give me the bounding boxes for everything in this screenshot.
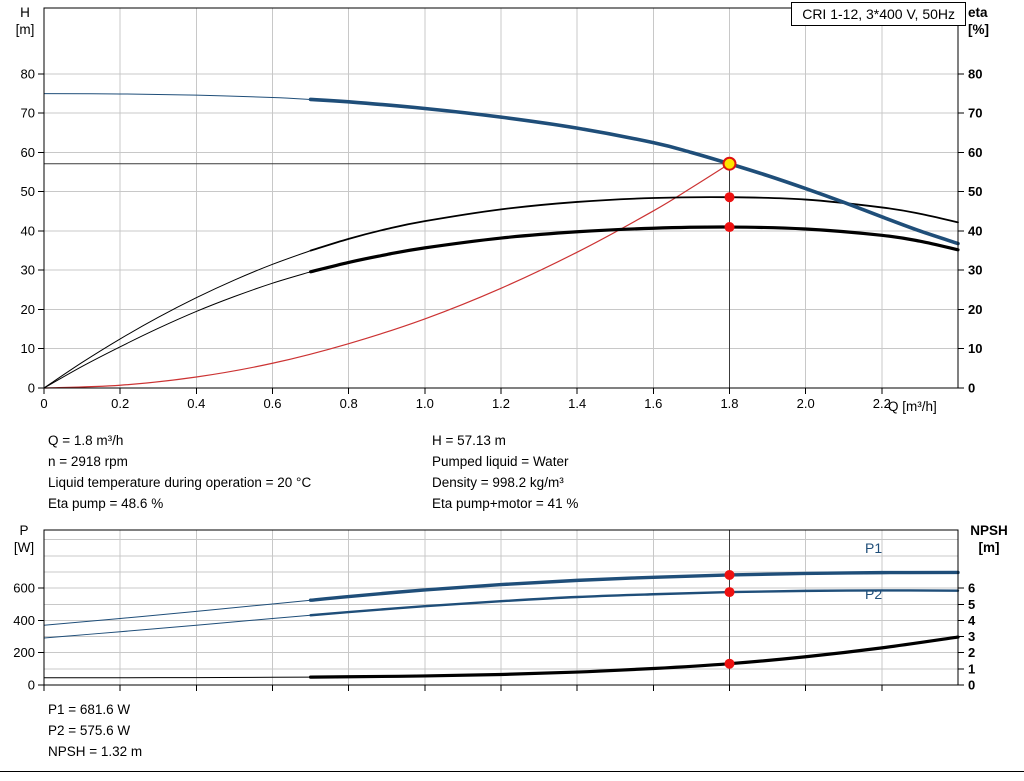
tick-label: 50: [21, 184, 35, 199]
info-line-h: H = 57.13 m: [432, 433, 506, 448]
chart-title: CRI 1-12, 3*400 V, 50Hz: [802, 6, 955, 22]
tick-label: 10: [968, 341, 982, 356]
tick-label: 30: [968, 263, 982, 278]
qh-curve: [308, 97, 960, 246]
tick-label: 2.2: [873, 396, 891, 411]
tick-label: 0: [968, 381, 975, 396]
p-axis-unit: [W]: [13, 540, 35, 555]
npsh-axis-symbol: NPSH: [970, 523, 1008, 538]
tick-label: 200: [13, 645, 35, 660]
h-axis-title: H [m]: [8, 4, 42, 38]
tick-label: 1.6: [644, 396, 662, 411]
tick-label: 60: [21, 145, 35, 160]
eta-pump-motor-curve-thin: [43, 271, 311, 389]
tick-label: 30: [21, 263, 35, 278]
chart-title-box: CRI 1-12, 3*400 V, 50Hz: [791, 2, 966, 26]
tick-label: 20: [968, 302, 982, 317]
p1-curve-thin: [43, 599, 311, 626]
duty-info-left: Q = 1.8 m³/h n = 2918 rpm Liquid tempera…: [48, 430, 311, 514]
tick-label: 4: [968, 613, 976, 628]
p2-point: [724, 587, 735, 598]
info-line-eta-pump: Eta pump = 48.6 %: [48, 496, 164, 511]
tick-label: 1.4: [568, 396, 586, 411]
tick-label: 6: [968, 581, 975, 596]
info-line-q: Q = 1.8 m³/h: [48, 433, 124, 448]
qh-curve-thin: [43, 93, 311, 100]
tick-label: 80: [968, 66, 982, 81]
npsh-axis-title: NPSH [m]: [962, 522, 1016, 556]
tick-label: 1.2: [492, 396, 510, 411]
tick-label: 10: [21, 341, 35, 356]
eta-pump-motor-point: [724, 222, 735, 233]
info-line-p2: P2 = 575.6 W: [48, 723, 131, 738]
h-axis-unit: [m]: [15, 22, 35, 37]
duty-info-right: H = 57.13 m Pumped liquid = Water Densit…: [432, 430, 578, 514]
system-curve: [43, 163, 730, 389]
tick-label: 70: [968, 106, 982, 121]
npsh-curve: [308, 635, 960, 679]
tick-label: 1.0: [416, 396, 434, 411]
eta-axis-title: eta [%]: [968, 4, 1018, 38]
tick-label: 1: [968, 661, 975, 676]
tick-label: 60: [968, 145, 982, 160]
tick-label: 2: [968, 645, 975, 660]
tick-label: 40: [968, 223, 982, 238]
tick-label: 1.8: [720, 396, 738, 411]
q-axis-title: Q [m³/h]: [888, 399, 937, 414]
p1-curve: [308, 570, 960, 602]
tick-label: 80: [21, 66, 35, 81]
tick-label: 0: [28, 381, 35, 396]
tick-label: 600: [13, 581, 35, 596]
p1-point: [724, 569, 735, 580]
p-axis-title: P [W]: [6, 522, 42, 556]
eta-pump-motor-curve: [308, 225, 960, 274]
info-line-eta-total: Eta pump+motor = 41 %: [432, 496, 579, 511]
eta-pump-point: [724, 192, 735, 203]
p2-curve-thin: [43, 614, 311, 639]
tick-label: 0.8: [340, 396, 358, 411]
info-line-npsh: NPSH = 1.32 m: [48, 744, 143, 759]
info-line-n: n = 2918 rpm: [48, 454, 128, 469]
npsh-axis-unit: [m]: [978, 540, 1000, 555]
tick-label: 400: [13, 613, 35, 628]
tick-label: 50: [968, 184, 982, 199]
info-line-density: Density = 998.2 kg/m³: [432, 475, 564, 490]
info-line-liquid: Pumped liquid = Water: [432, 454, 569, 469]
info-line-p1: P1 = 681.6 W: [48, 702, 131, 717]
eta-pump-curve: [309, 196, 959, 252]
tick-label: 70: [21, 106, 35, 121]
npsh-curve-thin: [43, 676, 311, 679]
tick-label: 0.2: [111, 396, 129, 411]
tick-label: 0: [968, 678, 975, 693]
page-divider: [0, 771, 1024, 772]
tick-label: 0.6: [263, 396, 281, 411]
npsh-point: [724, 658, 735, 669]
h-axis-symbol: H: [20, 5, 30, 20]
power-info: P1 = 681.6 W P2 = 575.6 W NPSH = 1.32 m: [48, 699, 142, 762]
tick-label: 0: [28, 678, 35, 693]
tick-label: 0: [40, 396, 47, 411]
tick-label: 3: [968, 629, 975, 644]
eta-axis-symbol: eta: [968, 5, 988, 20]
tick-label: 5: [968, 597, 975, 612]
eta-axis-unit: [%]: [968, 22, 989, 37]
info-line-temp: Liquid temperature during operation = 20…: [48, 475, 312, 490]
duty-point[interactable]: [722, 156, 737, 171]
p2-curve: [309, 589, 960, 617]
tick-label: 40: [21, 223, 35, 238]
tick-label: 2.0: [797, 396, 815, 411]
tick-label: 20: [21, 302, 35, 317]
eta-pump-curve-thin: [43, 250, 311, 389]
p2-curve-label: P2: [865, 586, 883, 602]
tick-label: 0.4: [187, 396, 205, 411]
p1-curve-label: P1: [865, 540, 883, 556]
p-axis-symbol: P: [19, 523, 29, 538]
